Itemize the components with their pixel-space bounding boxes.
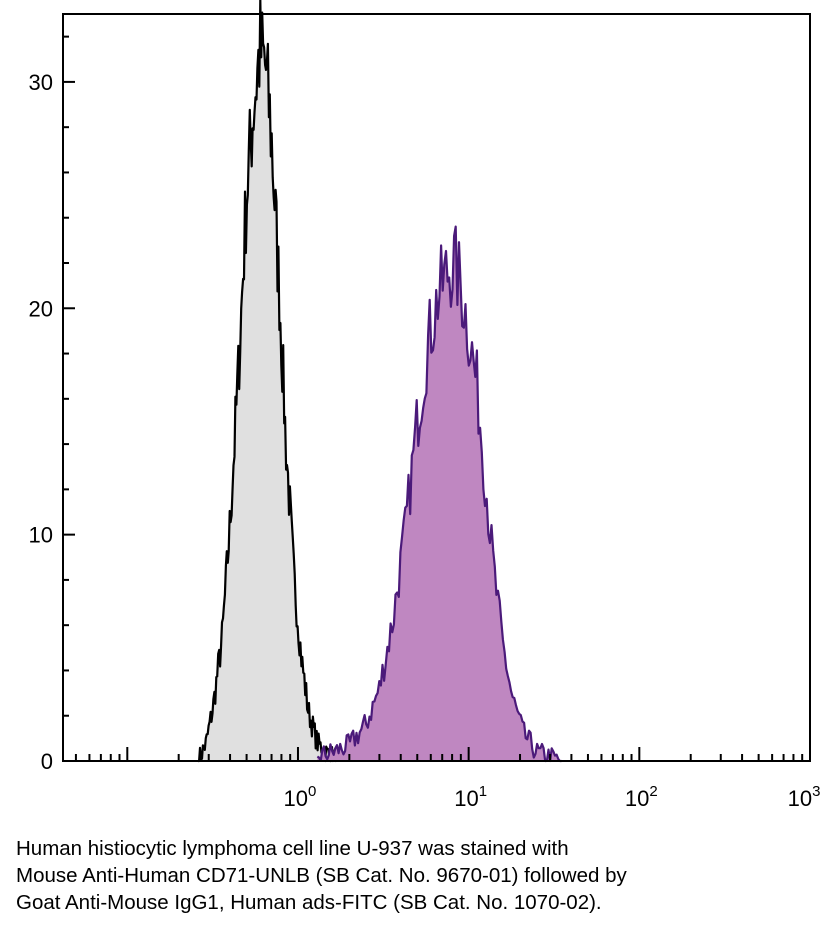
- figure-caption: Human histiocytic lymphoma cell line U-9…: [16, 835, 816, 916]
- caption-line-2: Mouse Anti-Human CD71-UNLB (SB Cat. No. …: [16, 864, 627, 887]
- y-tick-label: 20: [29, 296, 53, 321]
- histogram-area-cd71: [317, 226, 562, 762]
- plot-frame: [62, 13, 811, 762]
- x-tick-label: 100: [284, 783, 317, 811]
- y-tick-label: 0: [41, 749, 53, 774]
- x-tick-label: 101: [454, 783, 487, 811]
- x-tick-label: 103: [788, 783, 821, 811]
- histogram-outline-control: [198, 0, 343, 763]
- y-tick-label: 10: [29, 523, 53, 548]
- caption-line-3: Goat Anti-Mouse IgG1, Human ads-FITC (SB…: [16, 891, 602, 914]
- caption-line-1: Human histiocytic lymphoma cell line U-9…: [16, 837, 569, 860]
- histogram-outline-cd71: [316, 225, 562, 763]
- y-tick-label: 30: [29, 70, 53, 95]
- x-tick-label: 102: [625, 783, 658, 811]
- histogram-chart: 0 10 20 30 100 101 102 103: [29, 0, 821, 811]
- histogram-area-control: [198, 0, 342, 761]
